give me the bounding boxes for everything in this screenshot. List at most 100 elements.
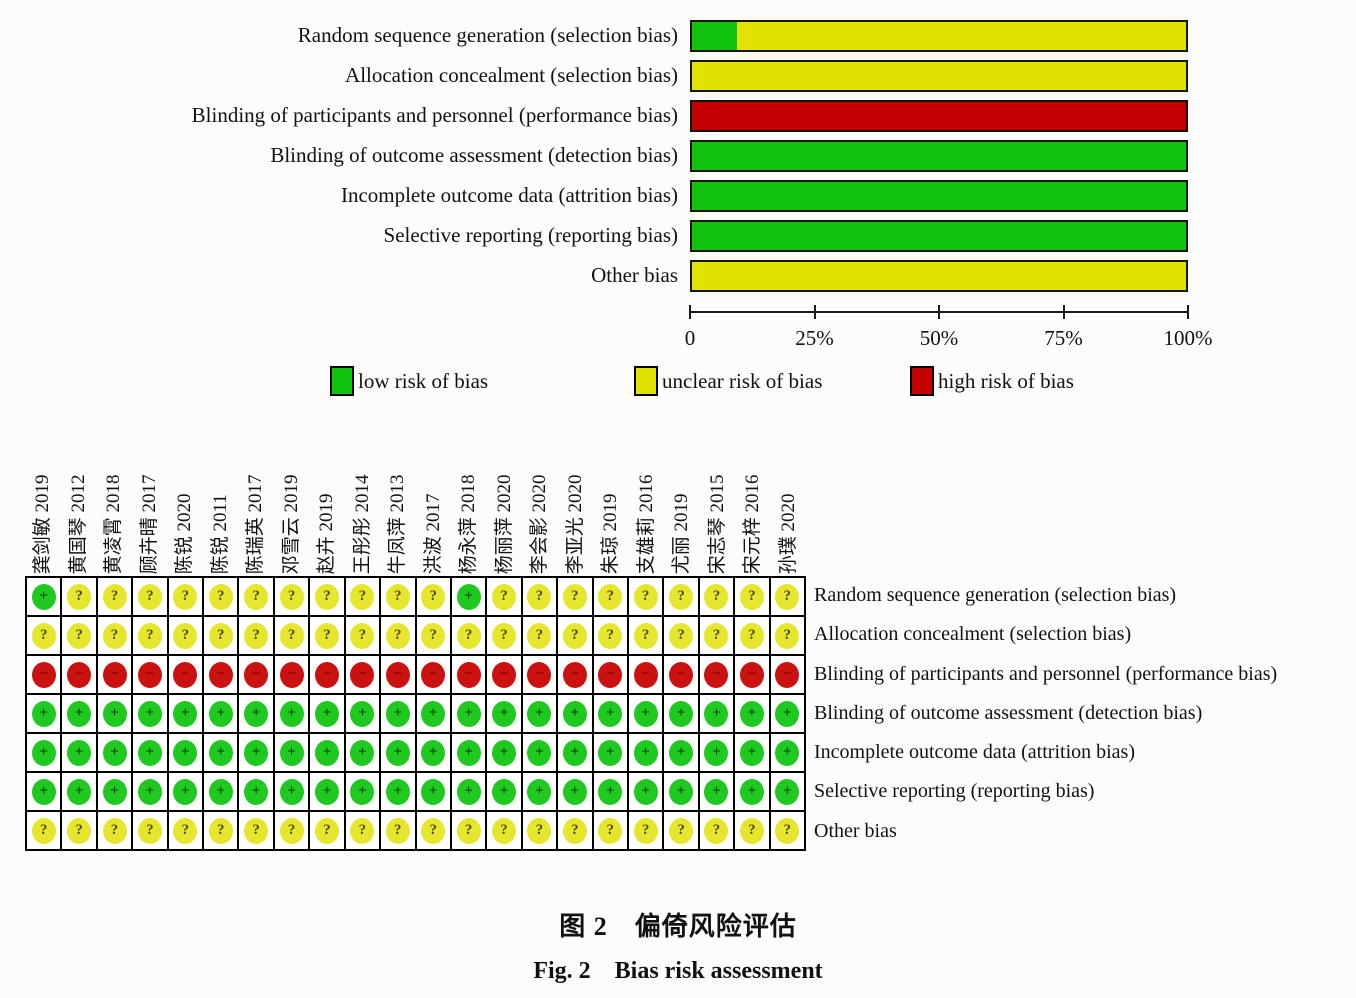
matrix-cell: +	[451, 695, 486, 732]
matrix-cell: ?	[558, 617, 592, 654]
matrix-cell: +	[451, 773, 486, 810]
matrix-cell: −	[133, 656, 167, 693]
study-header: 赵卉 2019	[316, 493, 337, 574]
matrix-cell: +	[97, 734, 132, 771]
matrix-cell: ?	[310, 812, 344, 849]
matrix-cell: −	[628, 656, 663, 693]
unclear-risk-circle: ?	[279, 583, 304, 610]
study-header: 朱琼 2019	[600, 493, 621, 574]
matrix-cell: ?	[664, 812, 698, 849]
matrix-cell: ?	[204, 578, 238, 615]
low-risk-circle: +	[492, 778, 517, 805]
low-risk-circle: +	[31, 739, 56, 766]
study-header: 尤丽 2019	[671, 493, 692, 574]
matrix-cell: +	[735, 695, 769, 732]
study-header: 李会影 2020	[529, 474, 550, 574]
axis-tick-label: 0	[684, 326, 696, 350]
matrix-cell: +	[27, 773, 61, 810]
low-risk-circle: +	[598, 739, 623, 766]
low-risk-circle: +	[31, 778, 56, 805]
low-risk-circle: +	[350, 700, 375, 727]
matrix-cell: +	[345, 773, 380, 810]
study-header: 顾卉晴 2017	[138, 474, 160, 574]
unclear-risk-circle: ?	[562, 583, 587, 610]
low-risk-circle: +	[385, 739, 410, 766]
matrix-cell: +	[558, 695, 592, 732]
axis-tick-label: 75%	[1044, 326, 1083, 350]
unclear-risk-circle: ?	[102, 817, 127, 844]
low-risk-circle: +	[350, 778, 375, 805]
matrix-cell: ?	[239, 812, 273, 849]
high-risk-circle: −	[102, 661, 127, 688]
legend-item-high: high risk of bias	[910, 366, 1074, 396]
matrix-cell: +	[168, 773, 203, 810]
low-risk-circle: +	[102, 778, 127, 805]
matrix-cell: ?	[310, 617, 344, 654]
matrix-cell: ?	[62, 617, 96, 654]
high-risk-circle: −	[492, 661, 517, 688]
low-risk-circle: +	[385, 778, 410, 805]
low-risk-circle: +	[562, 700, 587, 727]
matrix-cell: ?	[487, 812, 521, 849]
low-risk-circle: +	[704, 778, 729, 805]
low-risk-circle: +	[314, 700, 339, 727]
matrix-cell: ?	[381, 812, 415, 849]
low-risk-circle: +	[633, 778, 658, 805]
matrix-cell: +	[168, 734, 203, 771]
chart-row-label: Allocation concealment (selection bias)	[345, 63, 678, 87]
legend-swatch-unclear	[634, 366, 658, 396]
low-risk-circle: +	[704, 700, 729, 727]
unclear-risk-circle: ?	[31, 817, 56, 844]
low-risk-circle: +	[633, 739, 658, 766]
low-risk-circle: +	[279, 739, 304, 766]
matrix-cell: ?	[310, 578, 344, 615]
legend-item-low: low risk of bias	[330, 366, 488, 396]
high-risk-circle: −	[562, 661, 587, 688]
high-risk-circle: −	[67, 661, 92, 688]
matrix-cell: ?	[97, 812, 132, 849]
matrix-cell: −	[558, 656, 592, 693]
matrix-cell: ?	[204, 617, 238, 654]
matrix-cell: ?	[416, 578, 450, 615]
matrix-cell: +	[699, 773, 734, 810]
matrix-cell: +	[345, 695, 380, 732]
matrix-cell: +	[558, 773, 592, 810]
unclear-risk-circle: ?	[598, 817, 623, 844]
unclear-risk-circle: ?	[279, 817, 304, 844]
matrix-cell: −	[239, 656, 273, 693]
unclear-risk-circle: ?	[492, 583, 517, 610]
bar-segment-unclear	[736, 22, 1186, 50]
unclear-risk-circle: ?	[633, 622, 658, 649]
matrix-cell: ?	[97, 578, 132, 615]
low-risk-circle: +	[137, 700, 162, 727]
matrix-cell: ?	[204, 812, 238, 849]
matrix-cell: ?	[487, 617, 521, 654]
low-risk-circle: +	[527, 778, 552, 805]
low-risk-circle: +	[456, 583, 481, 610]
study-header: 李亚光 2020	[564, 474, 586, 574]
study-header: 孙璞 2020	[777, 493, 799, 574]
study-header: 龚剑敏 2019	[32, 474, 53, 574]
low-risk-circle: +	[208, 778, 233, 805]
study-header: 洪波 2017	[422, 493, 444, 574]
bar-segment-low	[692, 22, 737, 50]
unclear-risk-circle: ?	[244, 817, 269, 844]
high-risk-circle: −	[244, 661, 269, 688]
matrix-cell: ?	[487, 578, 521, 615]
domain-row-label: Selective reporting (reporting bias)	[814, 780, 1095, 803]
high-risk-circle: −	[669, 661, 694, 688]
study-header: 邓雪云 2019	[280, 474, 302, 574]
matrix-cell: ?	[451, 812, 486, 849]
legend-label: unclear risk of bias	[662, 368, 823, 393]
unclear-risk-circle: ?	[67, 583, 92, 610]
unclear-risk-circle: ?	[527, 622, 552, 649]
low-risk-circle: +	[31, 583, 56, 610]
matrix-cell: +	[664, 695, 698, 732]
matrix-cell: +	[487, 773, 521, 810]
matrix-cell: −	[416, 656, 450, 693]
bar-segment-low	[692, 182, 1186, 210]
chart-row: Selective reporting (reporting bias)	[0, 220, 1356, 252]
chart-row-label: Incomplete outcome data (attrition bias)	[340, 183, 678, 207]
low-risk-circle: +	[279, 778, 304, 805]
low-risk-circle: +	[244, 739, 269, 766]
